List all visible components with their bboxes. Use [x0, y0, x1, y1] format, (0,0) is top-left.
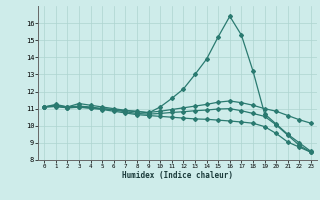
X-axis label: Humidex (Indice chaleur): Humidex (Indice chaleur)	[122, 171, 233, 180]
